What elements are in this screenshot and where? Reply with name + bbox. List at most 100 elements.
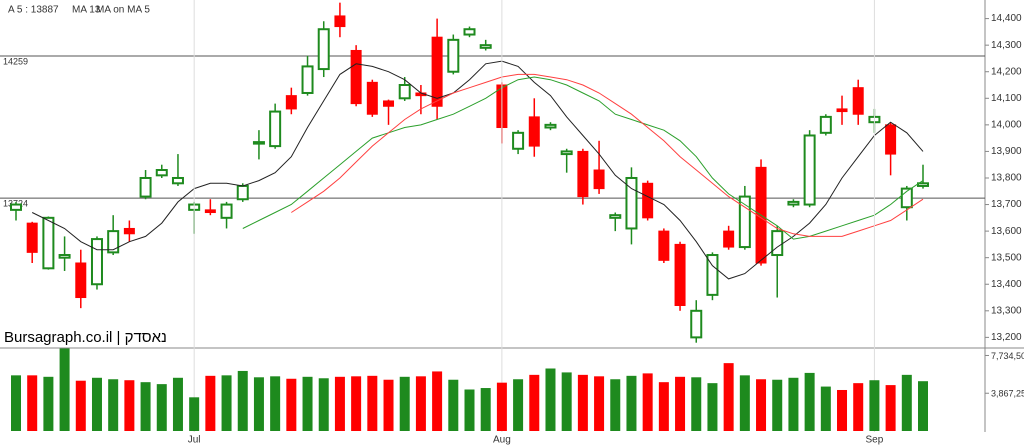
volume-bar <box>772 379 783 431</box>
volume-bar <box>626 375 637 431</box>
candle-body <box>236 184 249 201</box>
y-tick-label: 13,800 <box>991 173 1022 184</box>
candle-body <box>885 124 897 155</box>
volume-bar <box>739 375 750 431</box>
volume-bar <box>788 377 799 431</box>
watermark: Bursagraph.co.il | נאסדק <box>4 329 167 346</box>
candle-body <box>593 169 605 190</box>
y-tick-label: 14,400 <box>991 13 1022 24</box>
candle-body <box>803 134 816 206</box>
candle-body <box>90 238 103 286</box>
volume-bar <box>545 368 556 431</box>
volume-bar <box>513 379 524 431</box>
volume-bar <box>432 371 443 431</box>
candle-body <box>123 227 135 235</box>
volume-bar <box>205 375 216 431</box>
volume-bar <box>399 376 410 431</box>
y-tick-label: 13,200 <box>991 332 1022 343</box>
volume-bar <box>561 372 572 431</box>
candle-body <box>366 81 378 115</box>
y-tick-label: 13,900 <box>991 146 1022 157</box>
volume-bar <box>172 377 183 431</box>
volume-bar <box>675 376 686 431</box>
volume-bar <box>918 381 928 431</box>
volume-bar <box>885 385 896 431</box>
x-tick-label: Aug <box>493 435 511 446</box>
candle-body <box>285 95 297 110</box>
candle-body <box>852 87 864 115</box>
volume-bar <box>108 379 119 431</box>
candle-body <box>398 84 411 100</box>
candle-body <box>42 216 55 270</box>
candle-body <box>269 110 282 148</box>
volume-bar <box>594 376 605 431</box>
candle-body <box>301 65 314 94</box>
y-tick-label: 14,100 <box>991 93 1022 104</box>
volume-bar <box>707 383 718 431</box>
volume-bar <box>415 376 426 431</box>
candle-body <box>155 169 168 177</box>
candle-body <box>900 187 913 209</box>
candle-body <box>350 49 362 105</box>
candle-body <box>674 243 686 306</box>
ma-line <box>31 60 924 280</box>
legend-entry: MA on MA 5 <box>96 5 150 16</box>
candle-body <box>690 309 703 339</box>
volume-bar <box>610 379 621 431</box>
volume-bar <box>383 379 394 431</box>
volume-bar <box>11 375 21 431</box>
candle-body <box>383 100 395 107</box>
volume-bar <box>869 380 880 431</box>
volume-bar <box>577 374 588 431</box>
volume-bar <box>804 372 815 431</box>
candle-body <box>334 15 346 28</box>
volume-bar <box>642 373 653 431</box>
candle-body <box>171 176 184 185</box>
volume-bar <box>496 382 507 431</box>
volume-bar <box>253 377 264 431</box>
y-tick-label: 13,400 <box>991 279 1022 290</box>
volume-bar <box>59 348 70 431</box>
y-tick-label: 13,700 <box>991 199 1022 210</box>
legend-entry: A 5 : 13887 <box>8 5 59 16</box>
x-tick-label: Jul <box>188 435 201 446</box>
candle-body <box>658 230 670 261</box>
volume-bar <box>75 380 86 431</box>
candle-body <box>26 222 38 253</box>
volume-bar <box>367 375 378 431</box>
volume-bar <box>27 375 38 431</box>
y-tick-label: 14,300 <box>991 40 1022 51</box>
candle-body <box>771 230 784 257</box>
volume-bar <box>901 374 912 431</box>
candle-body <box>107 230 120 254</box>
candle-body <box>10 203 22 211</box>
volume-bar <box>658 382 669 431</box>
y-tick-label: 14,000 <box>991 119 1022 130</box>
volume-bar <box>286 378 297 431</box>
candle-body <box>317 28 330 71</box>
candle-body <box>787 200 800 206</box>
volume-bar <box>156 384 167 431</box>
volume-bar <box>691 377 702 431</box>
volume-bar <box>351 376 362 431</box>
candle-body <box>819 115 832 134</box>
y-tick-label: 3,867,25 <box>991 389 1024 399</box>
volume-bar <box>756 379 767 431</box>
candle-body <box>642 182 654 219</box>
candle-body <box>625 176 638 230</box>
volume-bar <box>820 386 831 431</box>
volume-bar <box>318 378 329 431</box>
candle-body <box>528 116 540 147</box>
candle-body <box>917 182 929 187</box>
legend-entry: MA 13 <box>72 5 101 16</box>
volume-bar <box>270 376 281 431</box>
candle-body <box>447 38 460 73</box>
candle-body <box>58 254 71 259</box>
candle-body <box>479 44 492 49</box>
volume-bar <box>837 389 848 431</box>
volume-bar <box>302 376 313 431</box>
candle-body <box>75 262 87 299</box>
volume-bar <box>43 376 54 431</box>
volume-bar <box>237 370 248 431</box>
